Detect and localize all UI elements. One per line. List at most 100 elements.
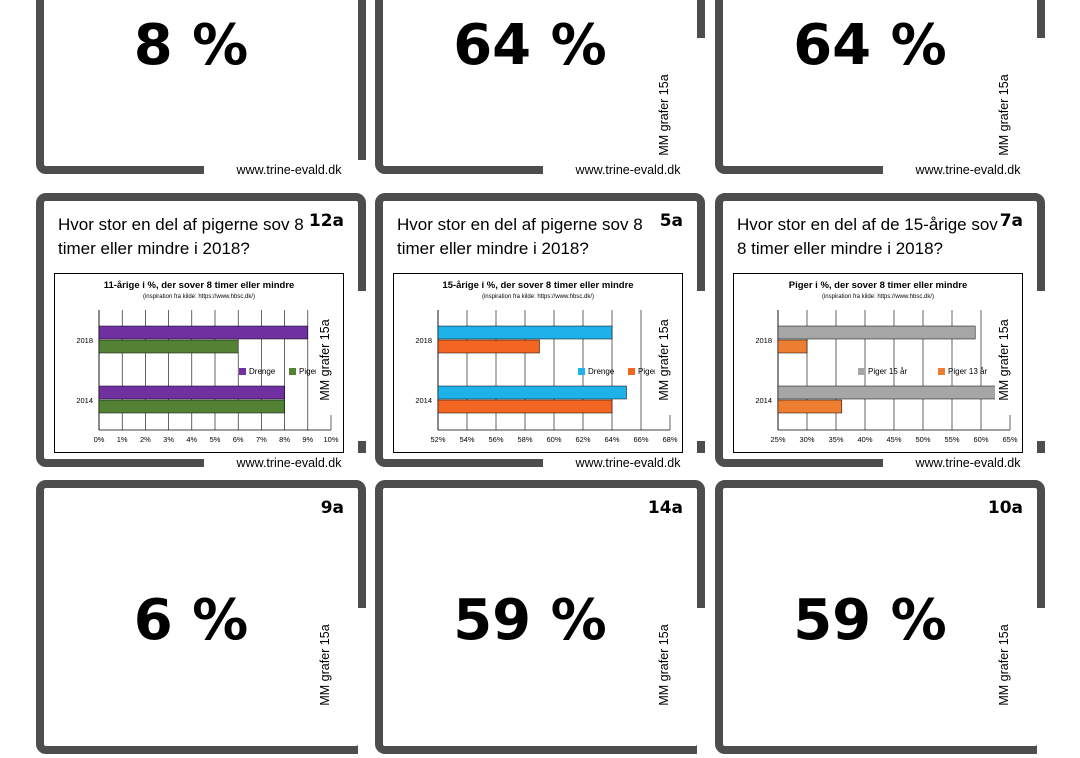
x-tick-label: 10% — [323, 435, 338, 444]
chart-subtitle: (inspiration fra kilde: https://www.hbsc… — [143, 294, 255, 300]
bar-chart-15-aarige: 15-årige i %, der sover 8 timer eller mi… — [415, 280, 678, 444]
x-tick-label: 8% — [279, 435, 290, 444]
x-tick-label: 65% — [1002, 435, 1017, 444]
answer-value: 8 % — [133, 13, 249, 78]
x-tick-label: 56% — [488, 435, 503, 444]
card-id: 10a — [987, 498, 1023, 518]
border-gap — [358, 608, 366, 758]
bar — [98, 385, 285, 400]
x-tick-label: 5% — [210, 435, 221, 444]
question-text: Hvor stor en del af pigerne sov 8 timer … — [58, 215, 304, 258]
x-tick-label: 50% — [915, 435, 930, 444]
answer-card-top-3: 64 % MM grafer 15a www.trine-evald.dk — [715, 0, 1063, 188]
y-category-label: 2014 — [755, 396, 772, 405]
answer-value: 59 % — [793, 588, 947, 653]
answer-card-10a: 10a 59 % MM grafer 15a — [715, 480, 1045, 758]
answer-value: 64 % — [793, 13, 947, 78]
card-id: 9a — [320, 498, 344, 518]
x-tick-label: 54% — [459, 435, 474, 444]
x-tick-label: 68% — [662, 435, 677, 444]
x-tick-label: 6% — [233, 435, 244, 444]
x-tick-label: 66% — [633, 435, 648, 444]
bar — [777, 339, 808, 354]
card-side-label: MM grafer 15a — [995, 60, 1013, 170]
legend-swatch — [858, 368, 865, 375]
answer-card-top-2: 64 % MM grafer 15a www.trine-evald.dk — [375, 0, 723, 188]
x-tick-label: 0% — [94, 435, 105, 444]
y-category-label: 2018 — [755, 336, 772, 345]
bar — [437, 325, 613, 340]
x-tick-label: 2% — [140, 435, 151, 444]
card-side-label: MM grafer 15a — [995, 610, 1013, 720]
border-gap — [1037, 38, 1045, 188]
x-tick-label: 9% — [302, 435, 313, 444]
card-side-label: MM grafer 15a — [316, 305, 334, 415]
border-gap — [697, 608, 705, 758]
chart-title: 15-årige i %, der sover 8 timer eller mi… — [442, 280, 633, 291]
chart-title: Piger i %, der sover 8 timer eller mindr… — [789, 280, 967, 291]
x-tick-label: 1% — [117, 435, 128, 444]
bar — [98, 325, 309, 340]
x-tick-label: 3% — [163, 435, 174, 444]
question-card-7a: Hvor stor en del af de 15-årige sov 8 ti… — [715, 193, 1063, 473]
answer-card-14a: 14a 59 % MM grafer 15a — [375, 480, 705, 758]
border-gap — [697, 38, 705, 188]
legend-swatch — [578, 368, 585, 375]
border-gap — [697, 291, 705, 441]
bar-chart-11-aarige: 11-årige i %, der sover 8 timer eller mi… — [76, 280, 339, 444]
x-tick-label: 25% — [770, 435, 785, 444]
x-tick-label: 7% — [256, 435, 267, 444]
legend-label: Piger 13 år — [948, 367, 987, 376]
card-side-label: MM grafer 15a — [995, 305, 1013, 415]
border-gap — [358, 291, 366, 441]
chart-title: 11-årige i %, der sover 8 timer eller mi… — [104, 280, 295, 291]
chart-box: 15-årige i %, der sover 8 timer eller mi… — [393, 273, 683, 453]
card-footer: www.trine-evald.dk — [543, 453, 713, 473]
bar — [98, 399, 285, 414]
y-category-label: 2014 — [415, 396, 432, 405]
bar — [437, 339, 540, 354]
bar — [777, 385, 1005, 400]
legend-label: Piger 15 år — [868, 367, 907, 376]
legend-swatch — [938, 368, 945, 375]
chart-subtitle: (inspiration fra kilde: https://www.hbsc… — [482, 294, 594, 300]
border-gap — [1037, 291, 1045, 441]
answer-card-top-1: 8 % www.trine-evald.dk — [36, 0, 384, 180]
card-side-label: MM grafer 15a — [655, 60, 673, 170]
question-card-5a: Hvor stor en del af pigerne sov 8 timer … — [375, 193, 723, 473]
legend-label: Piger — [638, 367, 657, 376]
answer-value: 64 % — [453, 13, 607, 78]
question-text: Hvor stor en del af pigerne sov 8 timer … — [397, 215, 643, 258]
bar — [437, 399, 613, 414]
chart-box: Piger i %, der sover 8 timer eller mindr… — [733, 273, 1023, 453]
x-tick-label: 45% — [886, 435, 901, 444]
answer-card-9a: 9a 6 % MM grafer 15a — [36, 480, 366, 758]
x-tick-label: 55% — [944, 435, 959, 444]
card-id: 14a — [647, 498, 683, 518]
bar — [98, 339, 239, 354]
x-tick-label: 30% — [799, 435, 814, 444]
y-category-label: 2018 — [415, 336, 432, 345]
card-id: 7a — [999, 211, 1023, 231]
card-footer: www.trine-evald.dk — [204, 453, 374, 473]
answer-value: 59 % — [453, 588, 607, 653]
card-footer: www.trine-evald.dk — [204, 160, 374, 180]
card-footer: www.trine-evald.dk — [883, 453, 1053, 473]
legend-label: Drenge — [588, 367, 615, 376]
legend-swatch — [289, 368, 296, 375]
legend-swatch — [239, 368, 246, 375]
x-tick-label: 62% — [575, 435, 590, 444]
card-id: 5a — [659, 211, 683, 231]
border-gap — [1037, 608, 1045, 758]
x-tick-label: 60% — [973, 435, 988, 444]
x-tick-label: 35% — [828, 435, 843, 444]
legend-swatch — [628, 368, 635, 375]
card-footer: www.trine-evald.dk — [543, 160, 713, 180]
legend-label: Piger — [299, 367, 318, 376]
legend-label: Drenge — [249, 367, 276, 376]
question-text: Hvor stor en del af de 15-årige sov 8 ti… — [737, 215, 998, 258]
card-side-label: MM grafer 15a — [316, 610, 334, 720]
x-tick-label: 58% — [517, 435, 532, 444]
card-side-label: MM grafer 15a — [655, 610, 673, 720]
bar — [777, 399, 843, 414]
